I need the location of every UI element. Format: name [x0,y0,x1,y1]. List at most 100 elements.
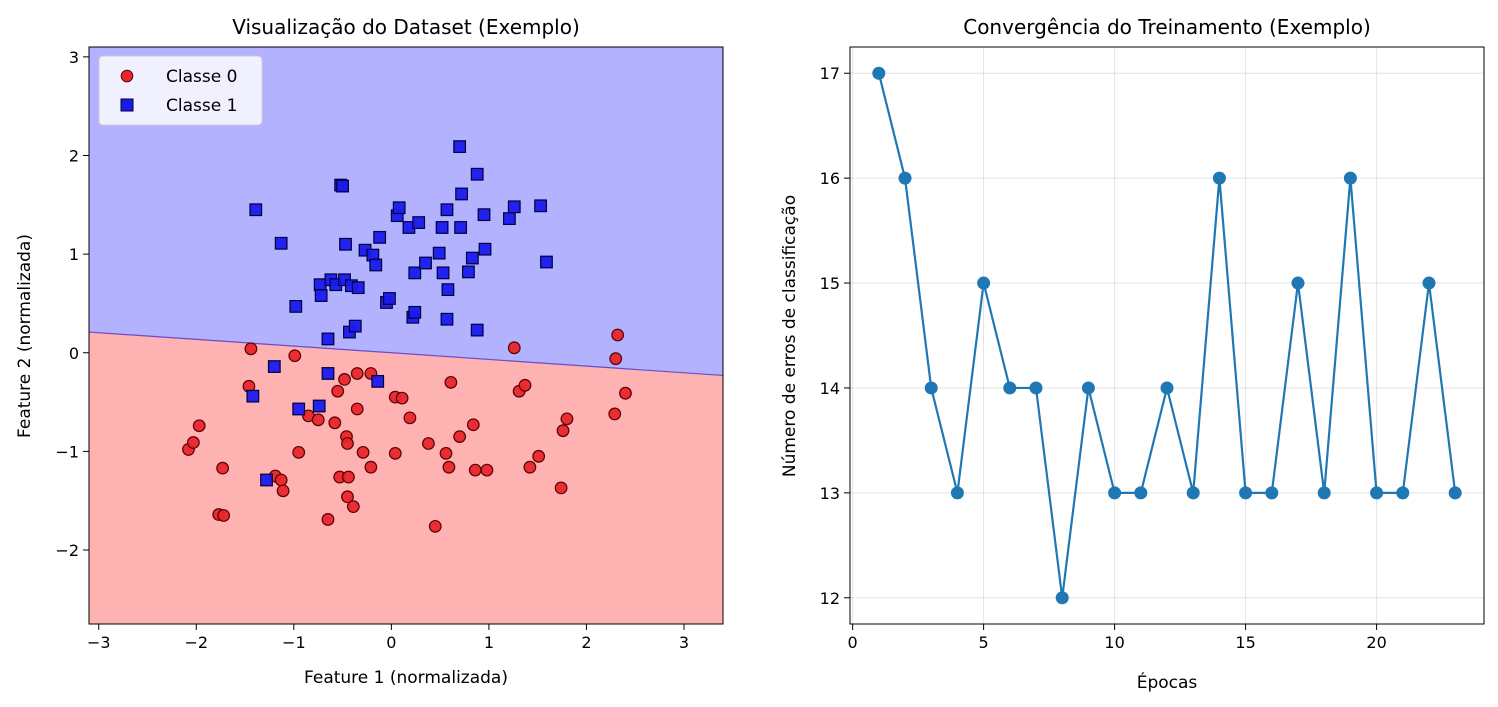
epoch-point [1422,276,1436,290]
epoch-point [1055,591,1069,605]
epoch-point [1003,381,1017,395]
plot-frame [849,46,1485,625]
plot-frame [88,46,724,625]
y-tick-label: 13 [820,484,840,503]
point-classe-1 [321,332,335,346]
point-classe-1 [348,319,362,333]
point-classe-0 [507,341,521,355]
x-tick-label: 15 [1235,633,1255,652]
decision-regions [89,47,723,624]
x-tick-label: 2 [581,633,591,652]
point-classe-0 [442,460,456,474]
point-classe-0 [216,461,230,475]
point-classe-0 [611,328,625,342]
epoch-point [1212,171,1226,185]
point-classe-1 [440,312,454,326]
y-tick-label: 3 [69,48,79,67]
epoch-point [1186,486,1200,500]
point-classe-0 [466,418,480,432]
epoch-point [1291,276,1305,290]
point-classe-0 [480,463,494,477]
point-classe-1 [408,305,422,319]
y-tick-label: −1 [55,442,79,461]
x-tick-label: −2 [184,633,208,652]
legend: Classe 0 Classe 1 [98,55,263,126]
point-classe-1 [274,236,288,250]
legend-label-classe-0: Classe 0 [166,67,237,87]
point-classe-0 [444,375,458,389]
point-classe-1 [453,140,467,154]
y-tick-label: 16 [820,169,840,188]
point-classe-0 [350,402,364,416]
point-classe-1 [314,289,328,302]
legend-marker-classe-0 [120,69,134,83]
point-classe-0 [321,513,335,526]
error-series [872,66,1462,605]
y-axis-ticks: −2 −1 0 1 2 3 [55,48,89,560]
point-classe-1 [267,360,281,373]
point-classe-1 [419,256,432,270]
point-classe-1 [383,292,396,305]
x-tick-label: 3 [679,633,689,652]
point-classe-1 [432,246,446,260]
point-classe-0 [341,490,354,504]
point-classe-0 [328,416,342,430]
point-classe-0 [554,481,568,495]
legend-marker-classe-1 [120,98,134,112]
scatter-points [182,140,632,533]
region-classe-0 [89,332,723,624]
x-tick-label: 5 [979,633,989,652]
x-axis-ticks: 0 5 10 15 20 [848,624,1387,652]
point-classe-0 [276,484,290,498]
point-classe-1 [249,203,263,217]
x-axis-ticks: −3 −2 −1 0 1 2 3 [87,624,689,652]
point-classe-0 [342,470,355,484]
point-classe-1 [292,402,306,416]
y-tick-label: 1 [69,245,79,264]
epoch-point [1108,486,1122,500]
epoch-point [977,276,991,290]
point-classe-0 [608,407,622,421]
point-classe-1 [436,266,450,280]
y-axis-label: Feature 2 (normalizada) [15,234,35,438]
epoch-point [1160,381,1174,395]
point-classe-1 [470,323,484,337]
point-classe-0 [186,436,200,449]
point-classe-0 [356,445,370,459]
epoch-point [1448,486,1462,500]
point-classe-1 [454,221,468,234]
point-classe-1 [339,237,352,251]
y-axis-label: Número de erros de classificação [780,195,800,477]
legend-label-classe-1: Classe 1 [166,96,237,116]
x-tick-label: 20 [1366,633,1386,652]
x-tick-label: −3 [87,633,111,652]
error-line [877,72,1457,599]
point-classe-0 [532,449,546,463]
epoch-point [1081,381,1095,395]
point-classe-1 [477,208,491,222]
chart-title: Convergência do Treinamento (Exemplo) [963,15,1371,39]
point-classe-1 [465,251,479,265]
y-tick-label: 2 [69,146,79,165]
chart-title: Visualização do Dataset (Exemplo) [232,15,580,39]
training-convergence-panel: 0 5 10 15 20 12 13 14 15 16 17 Convergência do Tr… [780,15,1485,693]
point-classe-1 [336,179,349,193]
point-classe-1 [478,242,492,256]
point-classe-0 [311,413,325,427]
point-classe-0 [244,342,258,356]
point-classe-0 [364,460,378,474]
dataset-scatter-panel: −3 −2 −1 0 1 2 3 −2 −1 0 1 2 3 Visualização do Data… [15,15,724,688]
point-classe-0 [518,378,532,392]
epoch-point [1239,486,1253,500]
point-classe-1 [289,300,303,313]
epoch-point [1134,486,1148,500]
point-classe-1 [246,389,260,403]
point-classe-1 [373,230,387,244]
point-classe-1 [371,374,385,388]
point-classe-0 [292,445,306,459]
epoch-point [924,381,938,395]
point-classe-1 [392,201,406,215]
y-tick-label: −2 [55,541,79,560]
point-classe-1 [412,216,426,229]
